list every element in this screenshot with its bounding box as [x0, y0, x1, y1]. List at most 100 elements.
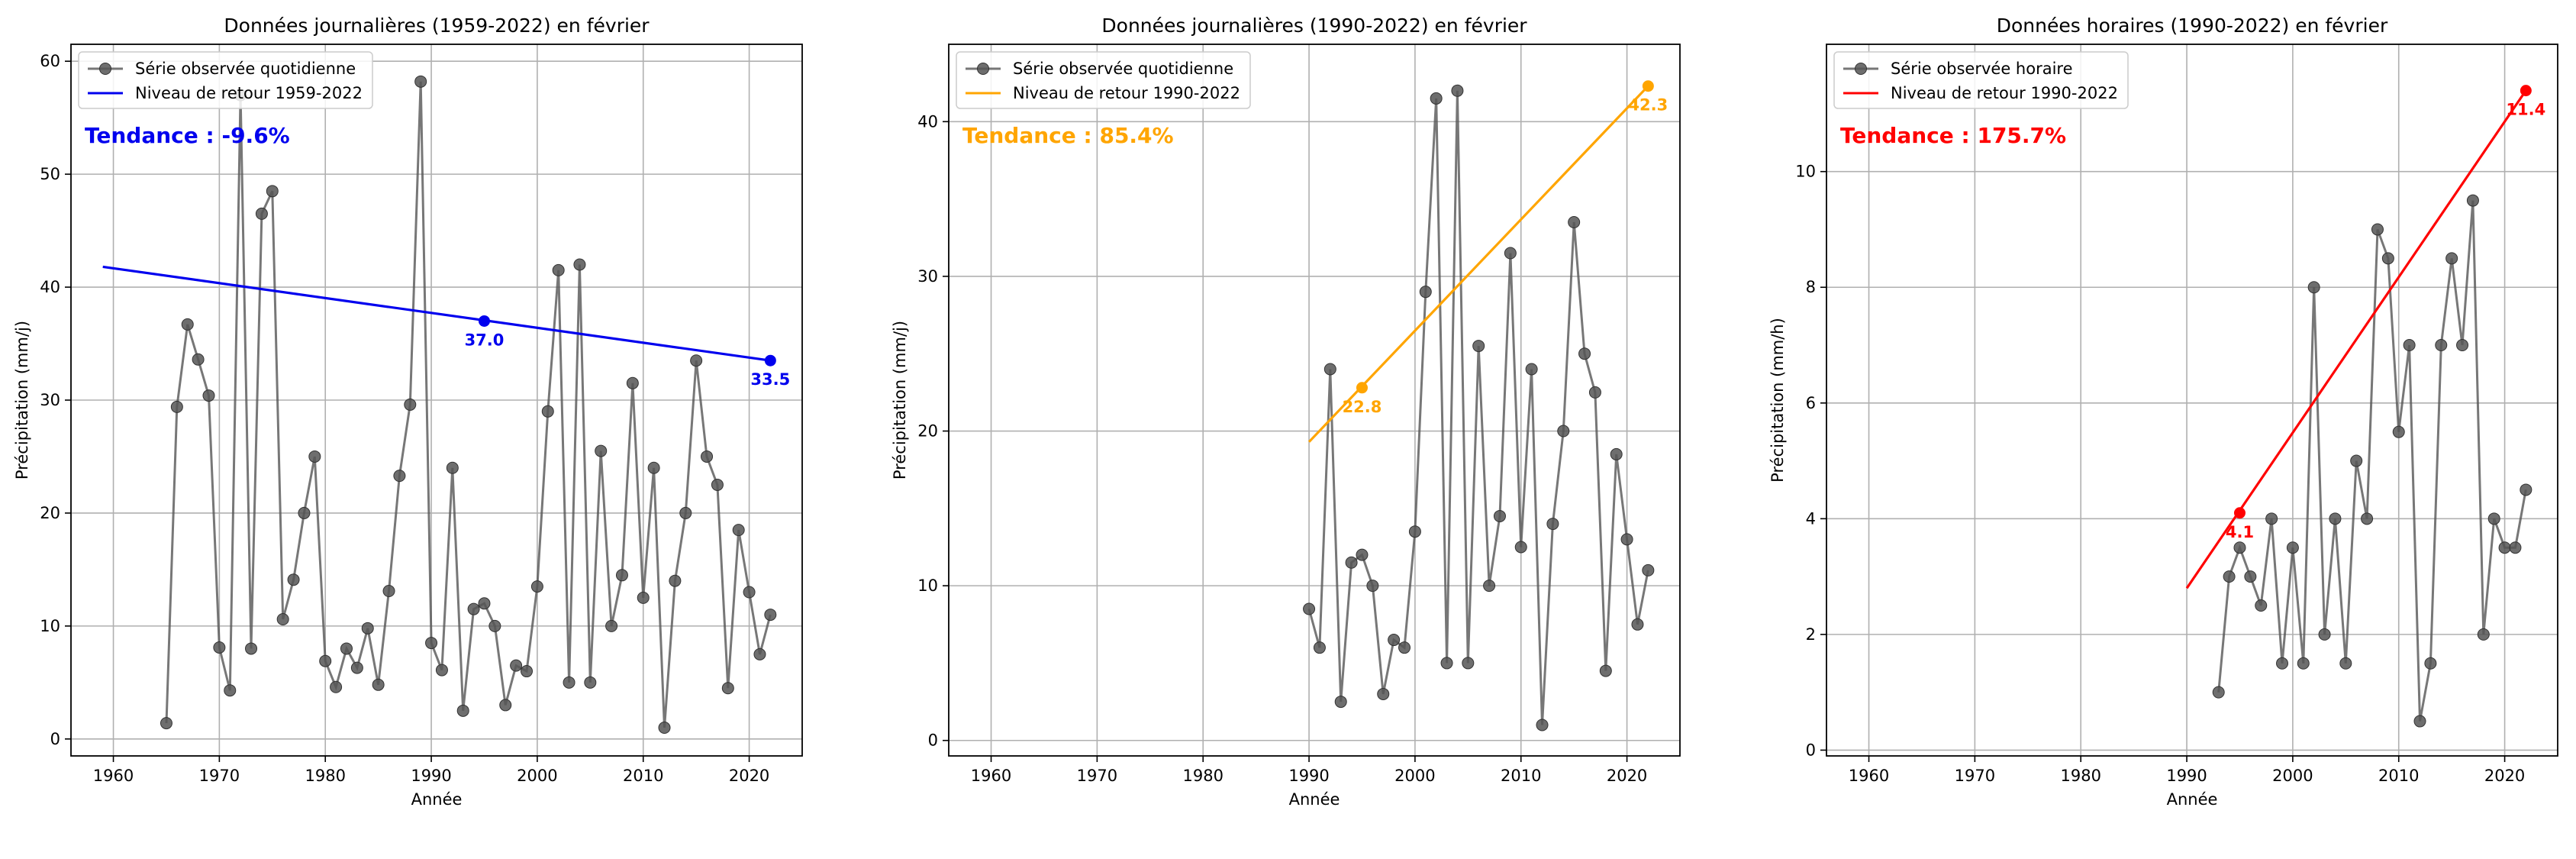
chart-title: Données horaires (1990-2022) en février [1997, 15, 2388, 37]
x-tick-label: 1970 [1077, 767, 1117, 785]
data-point [2445, 252, 2458, 265]
data-point [2392, 425, 2405, 438]
data-point [2265, 512, 2278, 525]
data-point [382, 585, 395, 598]
data-point [2424, 657, 2437, 670]
x-axis-label: Année [2167, 790, 2218, 809]
data-point [552, 263, 565, 276]
x-tick-label: 2000 [1394, 767, 1435, 785]
y-tick-label: 10 [1795, 163, 1816, 181]
data-point [245, 642, 258, 655]
data-point [1631, 618, 1644, 631]
y-tick-label: 10 [40, 617, 60, 635]
y-tick-label: 40 [917, 112, 938, 131]
data-point [2520, 483, 2532, 496]
x-tick-label: 2010 [2378, 767, 2419, 785]
return-level-line [1307, 85, 1649, 443]
data-point [2244, 570, 2257, 583]
data-point [658, 722, 671, 735]
return-level-label: 37.0 [465, 331, 505, 349]
x-tick-label: 2020 [1607, 767, 1647, 785]
chart-panel-1: 1960 1970 1980 1990 2000 2010 2020 0 10 20 30 40 50 6… [13, 15, 803, 809]
data-point [1356, 548, 1369, 561]
return-level-label: 22.8 [1343, 398, 1382, 416]
x-axis-label: Année [411, 790, 463, 809]
data-point [2509, 541, 2522, 554]
data-point [2212, 686, 2225, 699]
data-point [319, 654, 332, 667]
data-point [2223, 570, 2236, 583]
data-point [467, 602, 480, 615]
data-point [1398, 641, 1411, 654]
data-point [224, 684, 237, 697]
legend-entry: Série observée horaire [1891, 60, 2073, 78]
y-tick-label: 8 [1806, 278, 1816, 296]
data-point [1557, 425, 1570, 438]
data-point [679, 506, 692, 519]
data-point [647, 461, 660, 474]
y-tick-label: 50 [40, 165, 60, 183]
data-point [372, 678, 385, 691]
y-tick-label: 6 [1806, 394, 1816, 412]
return-level-label: 33.5 [750, 370, 790, 389]
y-tick-label: 30 [917, 267, 938, 286]
x-tick-label: 2000 [2272, 767, 2313, 785]
data-point [1525, 363, 1538, 376]
x-tick-label: 1970 [199, 767, 240, 785]
return-level-label: 11.4 [2506, 101, 2545, 119]
data-point [425, 637, 438, 650]
observed-series-line [2217, 200, 2527, 722]
y-tick-label: 20 [917, 422, 938, 441]
data-point [2255, 599, 2268, 612]
data-point [2381, 252, 2394, 265]
data-point [2498, 541, 2511, 554]
data-point [1536, 719, 1549, 731]
data-point [276, 612, 289, 625]
chart-panel-3: 1960 1970 1980 1990 2000 2010 2020 0 2 4 6 8 10 4.1 11… [1768, 15, 2558, 809]
data-point [669, 574, 682, 587]
data-point [2466, 194, 2479, 207]
data-point [202, 389, 215, 402]
x-tick-label: 1970 [1955, 767, 1995, 785]
data-point [192, 353, 205, 366]
x-tick-label: 2010 [623, 767, 663, 785]
data-point [1546, 518, 1559, 531]
return-level-point [764, 354, 776, 367]
data-point [340, 642, 353, 655]
y-tick-label: 4 [1806, 509, 1816, 528]
data-point [2233, 541, 2246, 554]
chart-title: Données journalières (1959-2022) en févr… [224, 15, 650, 37]
data-point [2350, 454, 2363, 467]
data-point [2329, 512, 2342, 525]
data-point [2318, 628, 2331, 641]
data-point [1620, 533, 1633, 546]
y-axis-label: Précipitation (mm/j) [891, 321, 909, 480]
legend-swatch-marker [99, 63, 111, 75]
x-tick-label: 1990 [411, 767, 451, 785]
data-point [170, 400, 183, 413]
data-point [711, 478, 724, 491]
y-tick-label: 10 [917, 576, 938, 595]
legend-box [956, 51, 1251, 109]
data-point [266, 185, 279, 198]
data-point [2339, 657, 2352, 670]
data-point [287, 573, 300, 586]
legend-entry: Série observée quotidienne [1013, 60, 1233, 78]
y-tick-label: 0 [50, 730, 60, 748]
data-point [1588, 386, 1601, 399]
data-point [530, 580, 543, 593]
data-point [2276, 657, 2289, 670]
data-point [1610, 447, 1623, 460]
data-point [330, 680, 343, 693]
x-tick-label: 1990 [1288, 767, 1329, 785]
data-point [1334, 696, 1347, 709]
data-point [435, 664, 448, 677]
legend-swatch-marker [977, 63, 989, 75]
data-point [1514, 541, 1527, 554]
axes-frame [1826, 44, 2558, 757]
data-point [2403, 339, 2416, 352]
trend-annotation: Tendance : -9.6% [85, 123, 290, 148]
data-point [1388, 634, 1401, 647]
return-level-point [2520, 85, 2532, 97]
data-point [350, 661, 363, 674]
